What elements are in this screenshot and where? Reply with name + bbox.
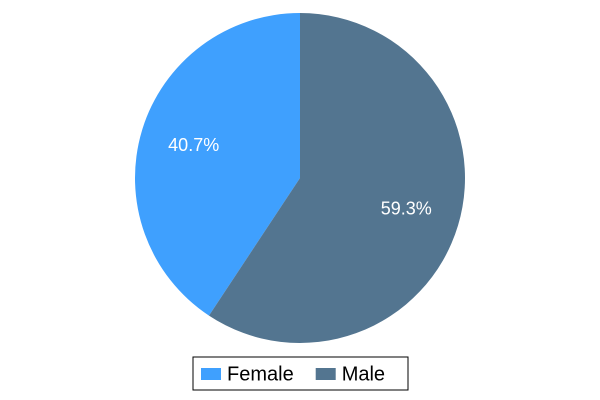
legend-label: Male bbox=[342, 363, 385, 385]
slice-label: 40.7% bbox=[168, 135, 219, 155]
legend-label: Female bbox=[227, 363, 294, 385]
legend-swatch bbox=[315, 368, 336, 380]
legend-box bbox=[192, 356, 409, 391]
pie-slice bbox=[208, 13, 466, 344]
slice-label: 59.3% bbox=[381, 199, 432, 219]
pie-slice bbox=[134, 13, 300, 316]
legend-swatch bbox=[201, 368, 221, 380]
